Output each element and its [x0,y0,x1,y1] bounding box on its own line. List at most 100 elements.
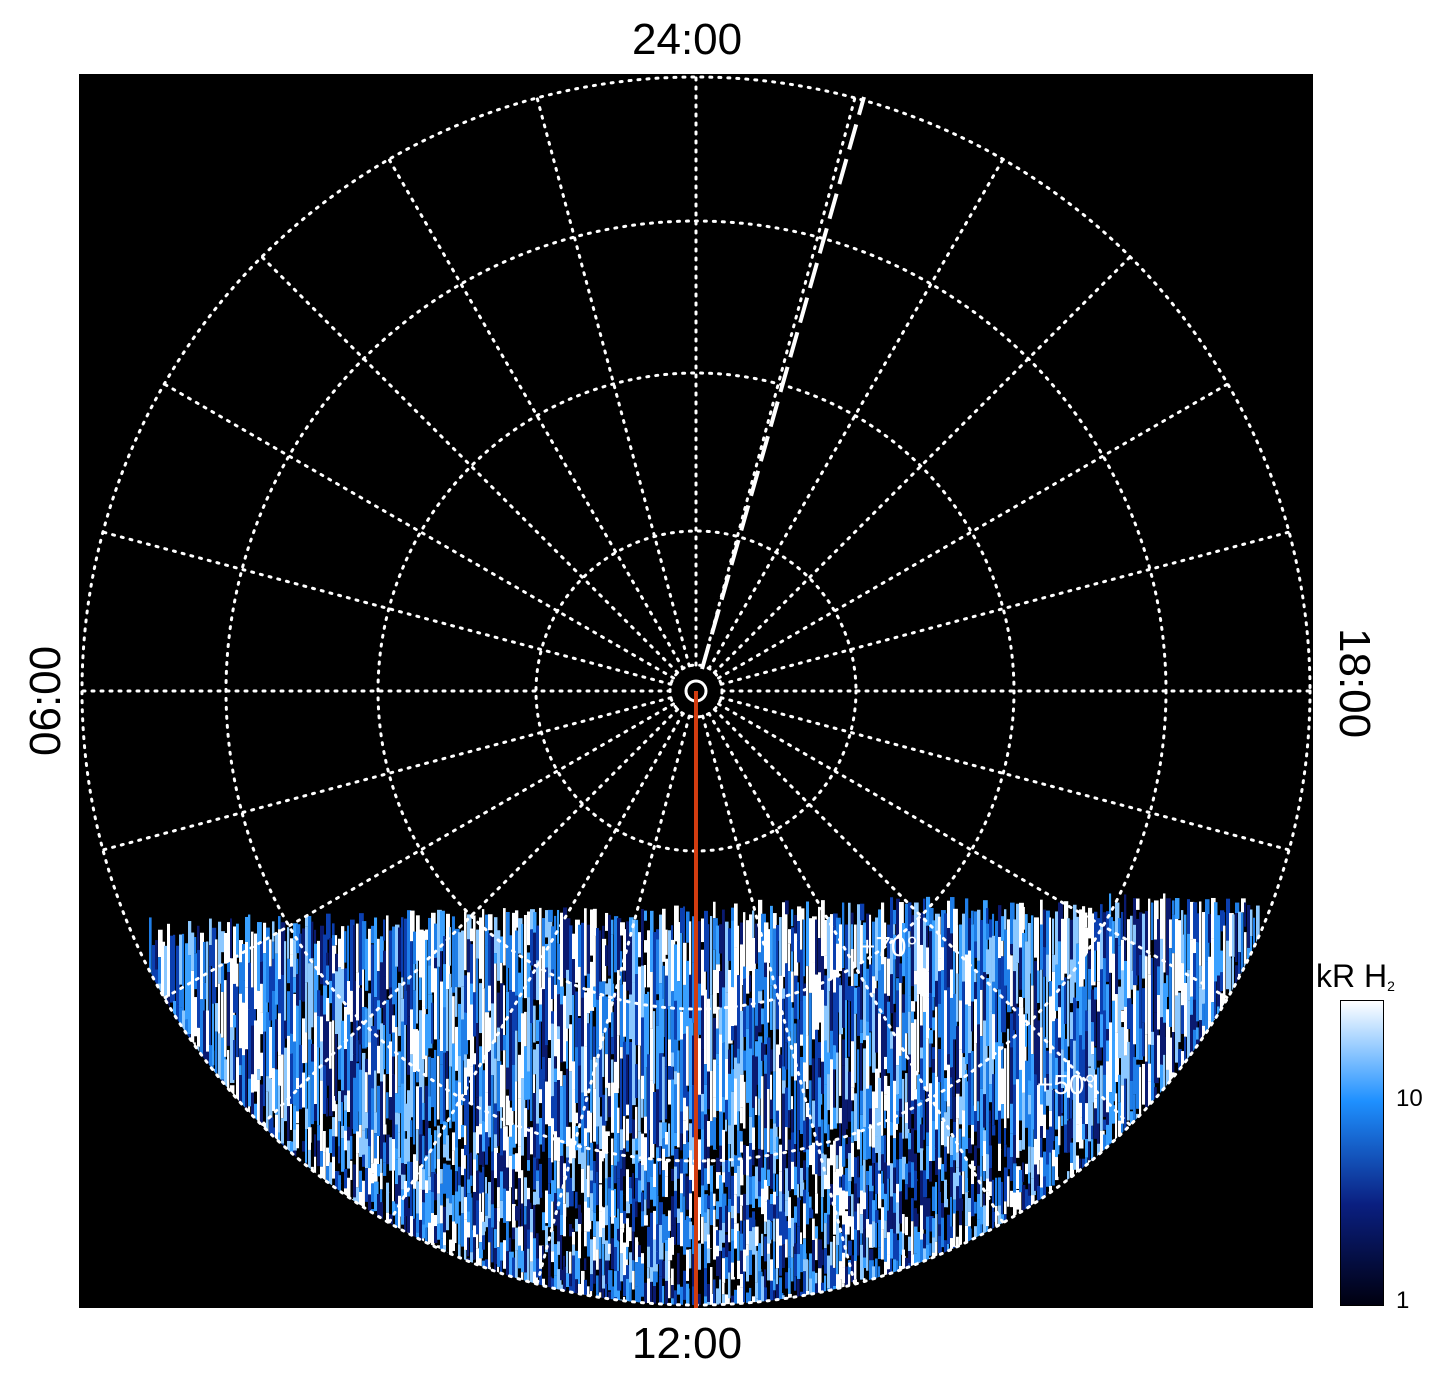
emission-streak [635,1262,640,1287]
emission-streak [407,1161,411,1197]
emission-streak [1127,1172,1131,1191]
emission-streak [254,1103,258,1125]
emission-streak [998,1299,1001,1305]
emission-streak [176,1264,179,1294]
emission-streak [713,1279,716,1305]
emission-streak [749,1250,753,1275]
emission-streak [1118,1302,1121,1305]
emission-streak [878,1219,883,1248]
emission-streak [1127,1041,1130,1121]
emission-streak [536,1043,539,1124]
emission-streak [1247,1210,1251,1244]
emission-streak [1001,1104,1005,1119]
emission-streak [989,1122,992,1146]
emission-streak [1208,1098,1213,1117]
emission-streak [818,1126,823,1144]
emission-streak [650,910,654,972]
emission-streak [908,1132,912,1150]
emission-streak [1091,1303,1094,1305]
emission-streak [959,1096,964,1125]
emission-streak [611,1037,615,1055]
emission-streak [1037,970,1040,1003]
emission-streak [1004,909,1007,930]
emission-streak [749,1048,753,1117]
emission-streak [365,1008,368,1048]
emission-streak [338,1121,341,1147]
emission-streak [395,1304,399,1305]
emission-streak [797,940,801,963]
emission-streak [914,1226,918,1254]
emission-streak [332,945,337,974]
emission-streak [446,1051,449,1079]
emission-streak [590,1142,594,1171]
emission-streak [257,1140,260,1168]
emission-streak [398,1113,401,1133]
emission-streak [914,1208,919,1227]
emission-streak [1079,1217,1083,1243]
emission-streak [1094,1287,1097,1305]
emission-streak [842,1065,847,1136]
emission-streak [890,974,894,1014]
emission-streak [548,1193,552,1228]
emission-streak [884,1220,887,1239]
emission-streak [416,1273,419,1302]
emission-streak [950,1136,955,1156]
emission-streak [1148,1130,1153,1155]
emission-streak [1208,1166,1211,1200]
emission-streak [647,1246,651,1268]
emission-streak [1082,1168,1086,1181]
emission-streak [356,923,359,973]
emission-streak [962,1210,967,1246]
emission-streak [1184,1036,1187,1066]
emission-streak [743,1271,746,1303]
emission-streak [287,927,290,959]
emission-streak [662,1170,666,1197]
emission-streak [731,1069,735,1092]
emission-streak [494,1264,497,1295]
emission-streak [506,1287,511,1305]
emission-streak [938,1157,942,1170]
emission-streak [572,1209,575,1229]
emission-streak [1145,956,1148,1035]
emission-streak [221,1301,225,1305]
emission-streak [218,1234,223,1265]
emission-streak [749,914,753,972]
emission-streak [986,1256,989,1277]
emission-streak [1148,1170,1151,1192]
emission-streak [938,1003,942,1038]
emission-streak [1163,944,1166,973]
emission-streak [281,974,285,1055]
emission-streak [278,1207,281,1222]
emission-streak [404,918,409,978]
emission-streak [341,1102,344,1126]
emission-streak [629,994,634,1040]
emission-streak [905,1138,909,1152]
emission-streak [653,1011,656,1084]
emission-streak [587,973,591,988]
emission-streak [968,950,973,1007]
emission-streak [380,1240,383,1264]
emission-streak [722,1222,726,1243]
emission-streak [1244,1204,1249,1221]
emission-streak [1121,1123,1124,1141]
emission-streak [194,1254,199,1283]
emission-streak [566,1250,569,1274]
emission-streak [278,1168,282,1185]
emission-streak [800,1134,803,1168]
emission-streak [743,1050,747,1071]
emission-streak [800,1056,805,1135]
emission-streak [575,1191,578,1209]
emission-streak [851,1142,856,1177]
emission-streak [1202,1245,1205,1265]
emission-streak [188,921,192,956]
emission-streak [1064,977,1067,1024]
emission-streak [461,1213,465,1247]
emission-streak [1196,1166,1200,1182]
emission-streak [950,1167,955,1197]
emission-layer [149,893,1261,1305]
emission-streak [1199,1243,1202,1260]
emission-streak [1250,909,1253,937]
emission-streak [362,1180,365,1213]
emission-streak [1148,954,1151,975]
emission-streak [248,1009,253,1079]
